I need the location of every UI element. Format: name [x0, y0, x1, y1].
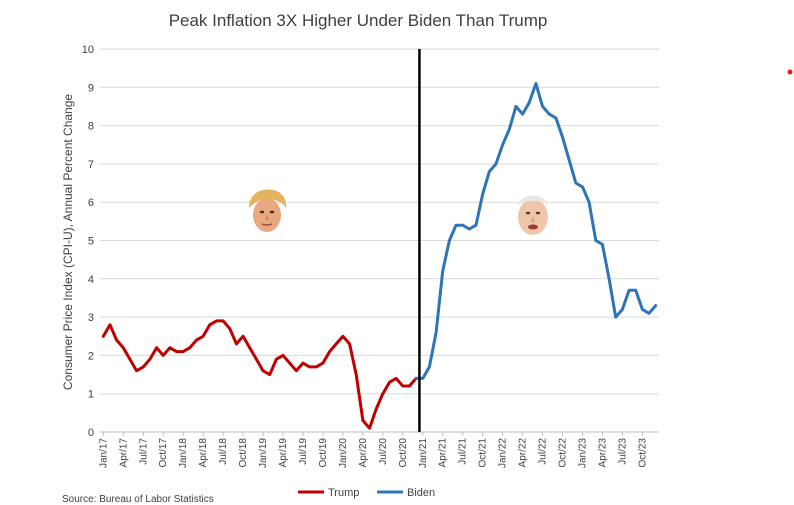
y-axis-ticks: 0 1 2 3 4 5 6 7 8 9 10: [82, 44, 94, 439]
x-tick-label: Oct/20: [398, 438, 409, 468]
y-tick-label: 6: [88, 197, 94, 209]
series-line-biden: [414, 82, 658, 380]
y-tick-label: 5: [88, 236, 94, 248]
x-tick-label: Oct/19: [318, 438, 329, 468]
x-tick-label: Jul/18: [218, 438, 229, 465]
x-tick-label: Apr/18: [198, 438, 209, 468]
legend: Trump Biden: [298, 487, 435, 499]
x-tick-label: Jan/17: [98, 438, 109, 468]
x-tick-label: Oct/23: [637, 438, 648, 468]
x-tick-label: Jan/19: [258, 438, 269, 468]
x-tick-label: Jan/22: [498, 438, 509, 468]
y-tick-label: 7: [88, 159, 94, 171]
gridlines: [100, 48, 659, 433]
x-axis-ticks: Jan/17 Apr/17 Jul/17 Oct/17 Jan/18 Apr/18 Jul/…: [98, 432, 648, 468]
y-tick-label: 8: [88, 121, 94, 133]
x-tick-label: Jan/21: [418, 438, 429, 468]
legend-label-trump: Trump: [328, 487, 359, 499]
y-tick-label: 4: [88, 274, 94, 286]
x-tick-label: Jan/23: [577, 438, 588, 468]
x-tick-label: Apr/17: [118, 438, 129, 468]
y-tick-label: 9: [88, 82, 94, 94]
legend-label-biden: Biden: [407, 487, 435, 499]
y-tick-label: 3: [88, 312, 94, 324]
x-tick-label: Oct/21: [478, 438, 489, 468]
y-tick-label: 0: [88, 427, 94, 439]
x-tick-label: Jan/20: [338, 438, 349, 468]
trump-face-icon: [249, 189, 287, 232]
x-tick-label: Apr/22: [518, 438, 529, 468]
series-lines: [101, 82, 658, 430]
series-line-trump: [101, 319, 418, 430]
y-tick-label: 2: [88, 350, 94, 362]
x-tick-label: Jul/20: [378, 438, 389, 465]
x-tick-label: Jul/23: [617, 438, 628, 465]
x-tick-label: Jan/18: [178, 438, 189, 468]
chart-title: Peak Inflation 3X Higher Under Biden Tha…: [169, 11, 548, 30]
x-tick-label: Jul/21: [458, 438, 469, 465]
x-tick-label: Jul/19: [298, 438, 309, 465]
x-tick-label: Oct/18: [238, 438, 249, 468]
x-tick-label: Apr/19: [278, 438, 289, 468]
y-tick-label: 1: [88, 389, 94, 401]
red-dot-marker: [787, 69, 793, 75]
y-tick-label: 10: [82, 44, 94, 56]
x-tick-label: Jul/17: [138, 438, 149, 465]
biden-face-icon: [518, 195, 548, 235]
x-tick-label: Apr/23: [597, 438, 608, 468]
y-axis-label: Consumer Price Index (CPI-U), Annual Per…: [61, 94, 75, 390]
x-tick-label: Apr/20: [358, 438, 369, 468]
source-note: Source: Bureau of Labor Statistics: [62, 494, 214, 505]
x-tick-label: Apr/21: [438, 438, 449, 468]
x-tick-label: Jul/22: [538, 438, 549, 465]
x-tick-label: Oct/22: [558, 438, 569, 468]
x-tick-label: Oct/17: [158, 438, 169, 468]
